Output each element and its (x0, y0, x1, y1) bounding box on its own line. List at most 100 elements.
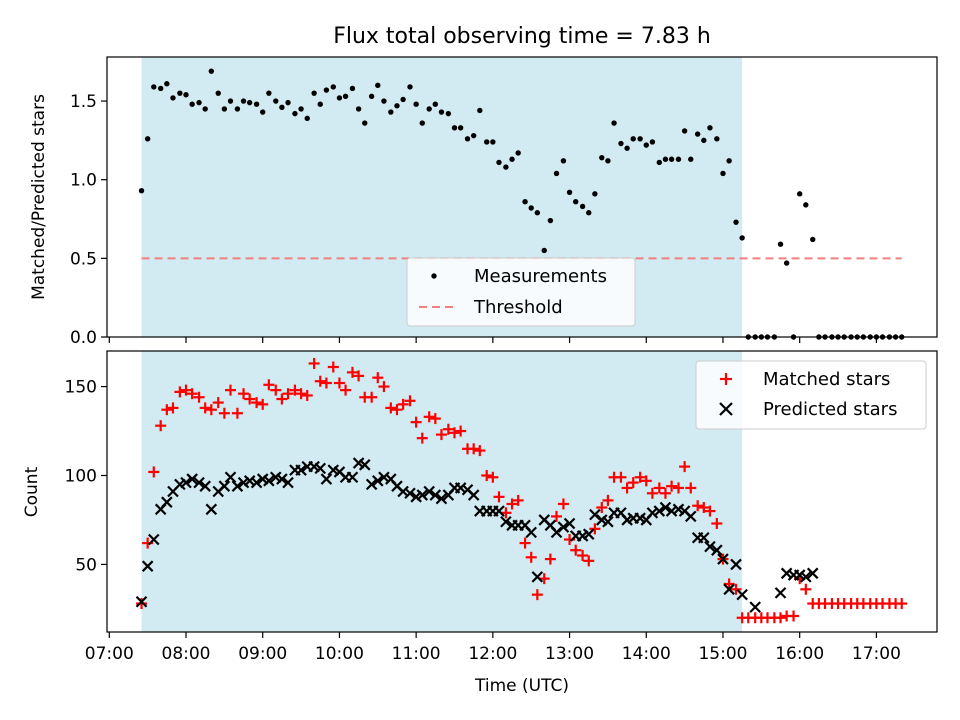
matched-star-point (391, 404, 403, 416)
measurement-point (144, 136, 151, 142)
measurement-point (637, 136, 643, 142)
matched-star-point (474, 445, 486, 457)
matched-star-point (231, 407, 243, 419)
legend-matched-label: Matched stars (763, 369, 890, 390)
matched-star-point (346, 366, 358, 378)
measurement-point (566, 189, 573, 195)
measurement-point (701, 137, 707, 144)
measurement-point (688, 156, 694, 162)
predicted-star-point (282, 476, 294, 489)
matched-star-point (397, 398, 409, 410)
matched-star-point (723, 578, 735, 590)
measurement-point (624, 145, 630, 151)
matched-star-point (493, 491, 505, 503)
predicted-star-point (602, 515, 614, 528)
measurement-point (534, 210, 541, 216)
legend-measurements-marker (431, 273, 437, 279)
measurement-point (381, 98, 387, 104)
matched-star-point (659, 487, 671, 499)
matched-star-point (320, 377, 332, 389)
matched-star-point (455, 425, 467, 437)
matched-star-point (366, 391, 378, 403)
measurement-point (810, 236, 816, 243)
y-tick-label: 100 (65, 466, 97, 486)
predicted-star-point (180, 476, 192, 489)
measurement-point (572, 199, 579, 205)
legend-predicted-label: Predicted stars (763, 399, 897, 420)
x-tick-label: 13:00 (545, 644, 594, 664)
measurement-point (522, 199, 528, 205)
matched-star-point (136, 598, 148, 610)
predicted-star-point (582, 528, 595, 540)
matched-star-point (589, 523, 601, 535)
x-tick-label: 07:00 (85, 644, 134, 664)
measurement-point (560, 158, 567, 164)
matched-star-point (704, 505, 716, 517)
measurement-point (592, 191, 598, 197)
predicted-star-point (141, 560, 154, 572)
measurement-point (208, 68, 215, 74)
measurement-point (323, 87, 330, 93)
matched-star-point (672, 482, 684, 494)
measurement-point (273, 98, 279, 104)
predicted-star-point (263, 475, 275, 487)
matched-star-point (602, 494, 614, 506)
measurement-point (783, 260, 790, 266)
predicted-star-point (365, 478, 378, 491)
predicted-star-point (186, 473, 198, 485)
matched-star-point (410, 416, 422, 428)
predicted-stars-points (135, 457, 819, 613)
matched-star-point (646, 487, 658, 499)
predicted-star-point (550, 526, 563, 539)
matched-star-point (257, 398, 269, 410)
matched-star-point (186, 388, 198, 400)
measurement-point (151, 84, 157, 90)
measurement-point (292, 110, 298, 117)
measurement-point (177, 90, 183, 96)
measurement-point (733, 219, 739, 225)
matched-star-point (596, 502, 608, 514)
matched-star-point (282, 388, 294, 400)
measurement-point (330, 84, 336, 90)
matched-star-point (775, 612, 787, 624)
measurement-point (496, 159, 502, 166)
predicted-star-point (500, 515, 512, 528)
matched-star-point (378, 381, 390, 393)
matched-star-point (199, 402, 211, 414)
matched-star-point (698, 502, 710, 514)
measurement-point (388, 109, 394, 115)
matched-star-point (788, 610, 800, 622)
matched-star-point (423, 411, 435, 423)
measurement-point (355, 106, 362, 112)
measurement-point (298, 106, 304, 112)
top-legend: Measurements Threshold (406, 257, 636, 327)
measurement-point (407, 84, 413, 90)
predicted-star-point (698, 531, 710, 544)
predicted-star-point (800, 571, 812, 583)
predicted-star-point (525, 526, 537, 539)
predicted-star-point (736, 588, 748, 601)
measurement-point (484, 139, 490, 145)
predicted-star-point (589, 508, 601, 521)
measurement-point (726, 158, 732, 164)
x-tick-label: 11:00 (392, 644, 441, 664)
matched-star-point (270, 384, 282, 396)
measurement-point (477, 107, 483, 114)
matched-star-point (577, 550, 589, 562)
matched-star-point (327, 361, 339, 373)
matched-star-point (295, 388, 307, 400)
chart-title: Flux total observing time = 7.83 h (333, 24, 711, 49)
matched-star-point (896, 598, 908, 610)
matched-star-point (353, 370, 365, 382)
matched-star-point (692, 500, 704, 512)
top-axes-frame (106, 56, 938, 338)
measurement-point (605, 158, 611, 164)
matched-star-point (487, 471, 499, 483)
measurement-point (336, 95, 343, 101)
measurement-points (138, 68, 905, 340)
y-tick-label: 0.0 (70, 328, 97, 348)
matched-star-point (525, 551, 537, 563)
predicted-star-point (346, 471, 359, 484)
measurement-point (643, 142, 649, 148)
